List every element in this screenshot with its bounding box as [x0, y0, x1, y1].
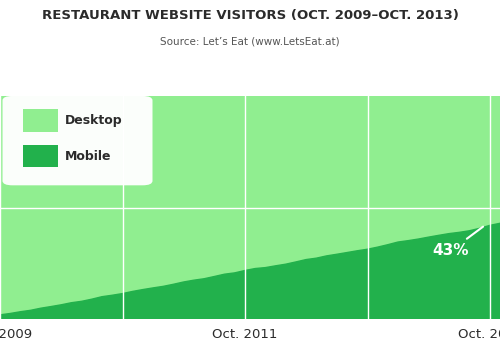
Text: Mobile: Mobile — [65, 150, 112, 163]
FancyBboxPatch shape — [2, 96, 152, 185]
Text: Desktop: Desktop — [65, 114, 122, 127]
Text: RESTAURANT WEBSITE VISITORS (OCT. 2009–OCT. 2013): RESTAURANT WEBSITE VISITORS (OCT. 2009–O… — [42, 9, 459, 22]
Text: Source: Let’s Eat (www.LetsEat.at): Source: Let’s Eat (www.LetsEat.at) — [160, 37, 340, 47]
Text: 43%: 43% — [432, 227, 483, 258]
Bar — [22, 109, 58, 132]
Bar — [22, 145, 58, 168]
